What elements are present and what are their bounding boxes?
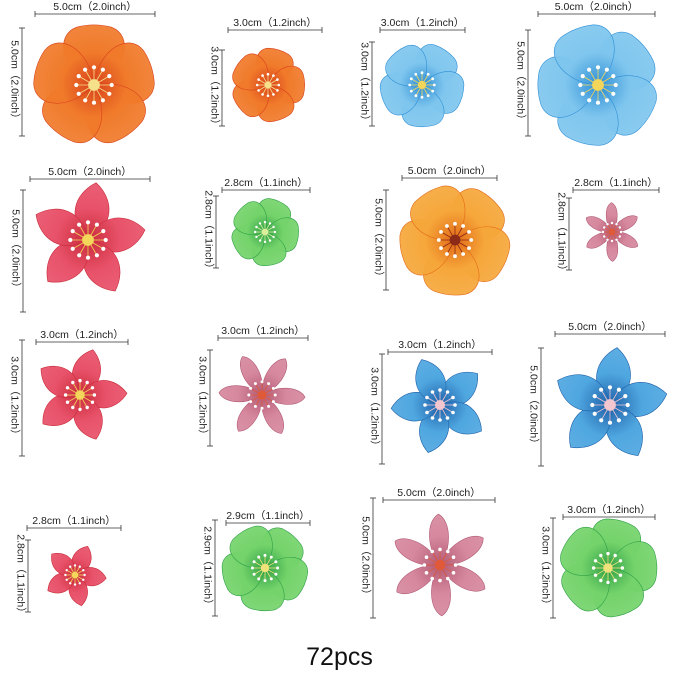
flower-sticker [232,47,305,123]
width-dimension-line [26,525,122,531]
width-label: 5.0cm（2.0inch） [53,1,137,13]
flower-sticker [394,513,486,617]
height-label: 3.0cm（1.2inch） [208,46,221,130]
width-label: 2.8cm（1.1inch） [32,515,116,527]
height-label: 5.0cm（2.0inch） [372,198,385,282]
width-label: 5.0cm（2.0inch） [397,487,481,499]
height-dimension-line [550,517,556,619]
flower-sticker [390,359,482,453]
height-dimension-line [369,41,375,127]
width-label: 2.8cm（1.1inch） [574,177,658,189]
flower-sticker [35,182,146,292]
height-dimension-line [207,349,213,447]
height-label: 5.0cm（2.0inch） [527,365,540,449]
height-label: 3.0cm（1.2inch） [196,356,209,440]
height-dimension-line [383,189,389,291]
width-dimension-line [387,349,493,355]
height-dimension-line [379,353,385,465]
width-label: 2.8cm（1.1inch） [224,177,308,189]
height-dimension-line [19,339,25,457]
width-label: 3.0cm（1.2inch） [40,329,124,341]
height-label: 2.9cm（1.1inch） [201,526,214,610]
width-dimension-line [382,497,496,503]
height-label: 2.8cm（1.1inch） [555,192,568,276]
width-dimension-line [401,175,498,181]
height-label: 2.8cm（1.1inch） [202,190,215,274]
height-dimension-line [25,539,31,613]
flower-sticker [585,202,639,262]
height-label: 5.0cm（2.0inch） [9,209,22,293]
width-dimension-line [379,27,466,33]
width-dimension-line [221,187,311,193]
height-label: 3.0cm（1.2inch） [539,526,552,610]
width-label: 3.0cm（1.2inch） [380,17,465,29]
flower-sticker [399,185,511,296]
flower-sticker [40,349,128,440]
flower-sticker [231,198,299,266]
height-label: 3.0cm（1.2inch） [368,367,381,451]
flower-sticker [33,24,155,144]
height-dimension-line [19,27,25,137]
height-label: 5.0cm（2.0inch） [359,516,372,600]
width-dimension-line [217,335,309,341]
height-dimension-line [219,49,225,127]
width-label: 5.0cm（2.0inch） [554,1,639,13]
height-label: 3.0cm（1.2inch） [358,42,371,126]
flower-sticker [557,347,668,456]
height-label: 5.0cm（2.0inch） [8,40,21,124]
height-dimension-line [212,519,218,617]
height-dimension-line [213,195,219,269]
width-dimension-line [227,27,323,33]
flower-sticker [218,356,306,434]
width-dimension-line [537,11,656,17]
height-label: 3.0cm（1.2inch） [8,356,21,440]
width-dimension-line [225,520,311,526]
width-label: 3.0cm（1.2inch） [233,17,317,29]
flower-sticker [221,525,309,612]
width-dimension-line [34,11,156,17]
width-dimension-line [554,331,666,337]
width-label: 3.0cm（1.2inch） [567,504,651,516]
width-label: 3.0cm（1.2inch） [221,325,305,337]
width-label: 2.9cm（1.1inch） [226,510,310,522]
width-dimension-line [35,339,129,345]
height-label: 2.8cm（1.1inch） [14,534,27,618]
flower-sticker [47,546,107,607]
flower-sticker [379,44,465,128]
width-label: 3.0cm（1.2inch） [398,339,482,351]
width-dimension-line [562,514,656,520]
width-label: 5.0cm（2.0inch） [407,165,492,177]
width-label: 5.0cm（2.0inch） [568,321,652,333]
height-dimension-line [20,189,26,313]
width-dimension-line [572,187,660,193]
height-dimension-line [370,497,376,619]
flower-sticker [537,24,657,146]
quantity-caption: 72pcs [306,643,373,671]
width-label: 5.0cm（2.0inch） [48,166,132,178]
width-dimension-line [29,176,151,182]
height-label: 5.0cm（2.0inch） [514,41,527,125]
height-dimension-line [525,29,531,137]
flower-sticker [560,518,658,618]
height-dimension-line [538,347,544,467]
height-dimension-line [566,197,572,271]
